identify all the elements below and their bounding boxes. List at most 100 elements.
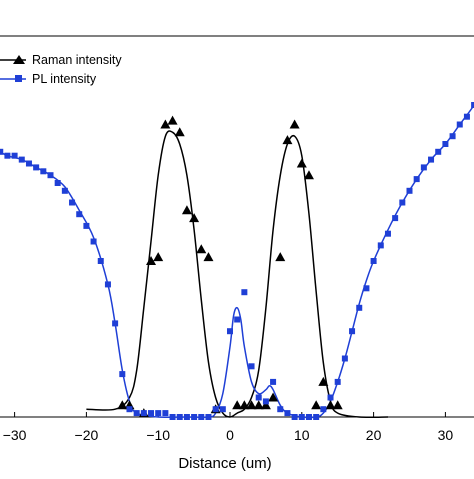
pl-data-point [341, 355, 348, 362]
pl-data-point [449, 133, 456, 140]
pl-data-point [370, 258, 377, 264]
pl-data-point [205, 414, 212, 420]
x-tick-label: −30 [3, 427, 27, 443]
pl-data-point [384, 230, 391, 237]
pl-data-point [4, 152, 11, 159]
pl-data-point [76, 211, 83, 218]
pl-data-point [0, 148, 4, 155]
x-axis-title: Distance (um) [178, 455, 271, 472]
pl-data-point [33, 164, 40, 171]
pl-data-point [18, 156, 25, 163]
pl-data-point [11, 152, 18, 159]
pl-data-point [471, 102, 474, 108]
pl-data-point [435, 148, 442, 155]
pl-data-point [90, 238, 97, 245]
raman-data-point [296, 158, 307, 168]
pl-data-point [54, 180, 61, 186]
legend-pl-marker [15, 75, 22, 82]
raman-data-point [153, 252, 164, 262]
pl-data-point [162, 410, 169, 417]
x-ticks: −30 −20 −10 0 10 20 30 [3, 412, 454, 443]
pl-data-point [133, 410, 140, 417]
pl-data-point [442, 141, 449, 147]
pl-data-point [334, 378, 341, 385]
raman-data-point [325, 400, 336, 410]
raman-data-point [289, 119, 300, 129]
pl-data-point [47, 172, 54, 179]
raman-data-point [260, 400, 271, 410]
x-tick-label: 30 [438, 427, 454, 443]
x-tick-label: −10 [146, 427, 170, 443]
raman-data-point [146, 256, 157, 265]
raman-data-point [275, 252, 286, 262]
raman-series-line [86, 130, 389, 419]
pl-data-point [83, 222, 90, 229]
pl-data-point [420, 164, 427, 171]
pl-data-point [392, 215, 399, 222]
raman-data-point [232, 400, 243, 410]
pl-data-point [69, 199, 76, 206]
raman-data-point [303, 170, 314, 180]
pl-data-point [176, 414, 183, 420]
pl-data-point [298, 414, 305, 420]
raman-data-point [160, 119, 171, 129]
legend-raman-marker [13, 55, 25, 64]
pl-data-point [25, 160, 32, 167]
pl-data-point [212, 406, 219, 413]
raman-data-point [174, 127, 185, 137]
raman-data-point [311, 400, 322, 410]
pl-data-point [248, 363, 255, 370]
pl-data-point [61, 187, 68, 194]
series-curves [0, 103, 474, 419]
pl-data-point [198, 414, 205, 420]
x-tick-label: 20 [366, 427, 382, 443]
pl-data-point [169, 414, 176, 420]
pl-data-point [234, 316, 241, 323]
pl-data-point [119, 371, 126, 378]
legend-raman-label: Raman intensity [32, 53, 122, 67]
raman-data-point [282, 135, 293, 145]
x-tick-label: 0 [226, 427, 234, 443]
legend-pl-label: PL intensity [32, 72, 97, 86]
pl-data-point [40, 168, 47, 175]
pl-data-point [413, 176, 420, 183]
pl-data-point [104, 281, 111, 288]
pl-data-point [97, 258, 104, 264]
pl-data-point [456, 121, 463, 128]
raman-data-point [246, 400, 257, 410]
raman-data-point [253, 400, 264, 410]
pl-data-point [227, 328, 233, 335]
pl-data-point [112, 320, 119, 327]
pl-data-point [284, 410, 291, 417]
pl-data-point [349, 328, 356, 335]
pl-data-point [320, 406, 327, 413]
pl-data-point [399, 199, 406, 206]
pl-data-point [183, 414, 190, 420]
pl-data-point [155, 410, 162, 417]
pl-data-point [327, 394, 334, 401]
pl-data-point [291, 414, 298, 420]
x-tick-label: 10 [294, 427, 310, 443]
raman-data-point [181, 205, 192, 215]
pl-data-point [255, 394, 262, 401]
legend: Raman intensity PL intensity [0, 53, 122, 86]
pl-data-point [363, 285, 370, 292]
pl-data-point [305, 414, 312, 420]
pl-data-point [191, 414, 198, 420]
raman-data-point [117, 400, 128, 410]
raman-data-point [332, 400, 343, 410]
raman-data-point [268, 392, 279, 402]
series-markers [0, 102, 474, 420]
pl-data-point [277, 406, 284, 413]
pl-data-point [428, 156, 435, 163]
pl-data-point [463, 113, 470, 120]
pl-data-point [140, 410, 147, 417]
pl-data-point [377, 242, 384, 249]
pl-data-point [148, 410, 155, 417]
raman-data-point [189, 213, 200, 223]
pl-data-point [126, 406, 133, 413]
raman-data-point [239, 400, 250, 410]
pl-data-point [270, 378, 277, 385]
